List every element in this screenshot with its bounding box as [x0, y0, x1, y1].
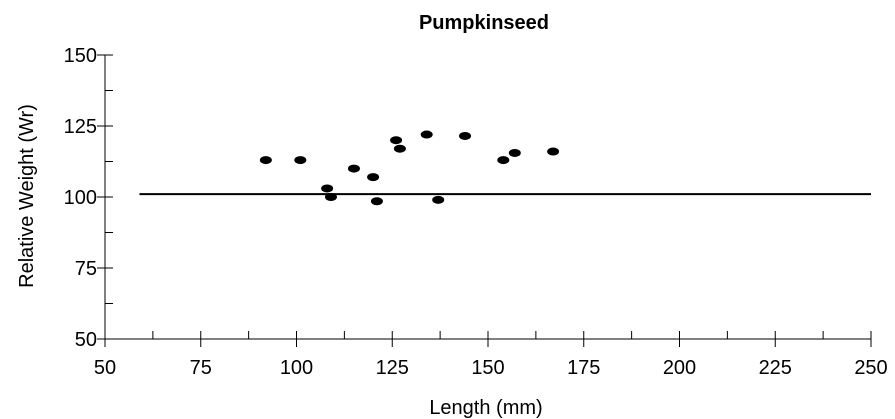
y-tick-label: 150 — [64, 45, 97, 67]
tick-labels: 50 75 100 125 150 50 75 100 125 150 175 200 225 250 — [64, 45, 888, 379]
data-point — [370, 197, 383, 206]
data-point — [294, 156, 307, 165]
x-tick-label: 175 — [567, 357, 600, 379]
x-tick-label: 150 — [471, 357, 504, 379]
y-tick-label: 100 — [64, 187, 97, 209]
chart-title: Pumpkinseed — [419, 12, 549, 34]
data-point — [547, 147, 560, 156]
data-point — [459, 131, 472, 140]
data-point — [259, 156, 272, 165]
y-tick-label: 50 — [75, 329, 97, 351]
x-axis-label: Length (mm) — [429, 397, 542, 419]
tick-marks — [97, 54, 872, 347]
data-point — [390, 136, 403, 145]
data-point — [324, 193, 337, 201]
data-points — [259, 130, 560, 206]
x-tick-label: 50 — [94, 357, 116, 379]
axes — [104, 55, 871, 340]
data-point — [393, 144, 406, 153]
x-tick-label: 75 — [190, 357, 212, 379]
data-point — [420, 130, 433, 139]
data-point — [367, 173, 380, 182]
y-axis-label: Relative Weight (Wr) — [16, 104, 38, 288]
data-point — [321, 184, 334, 193]
x-tick-label: 100 — [280, 357, 313, 379]
x-tick-label: 225 — [759, 357, 792, 379]
x-tick-label: 125 — [376, 357, 409, 379]
data-point — [497, 156, 510, 165]
x-tick-label: 200 — [663, 357, 696, 379]
data-point — [432, 195, 445, 204]
data-point — [347, 164, 360, 173]
x-tick-label: 250 — [854, 357, 887, 379]
y-tick-label: 125 — [64, 116, 97, 138]
y-tick-label: 75 — [75, 258, 97, 280]
data-point — [508, 148, 521, 157]
